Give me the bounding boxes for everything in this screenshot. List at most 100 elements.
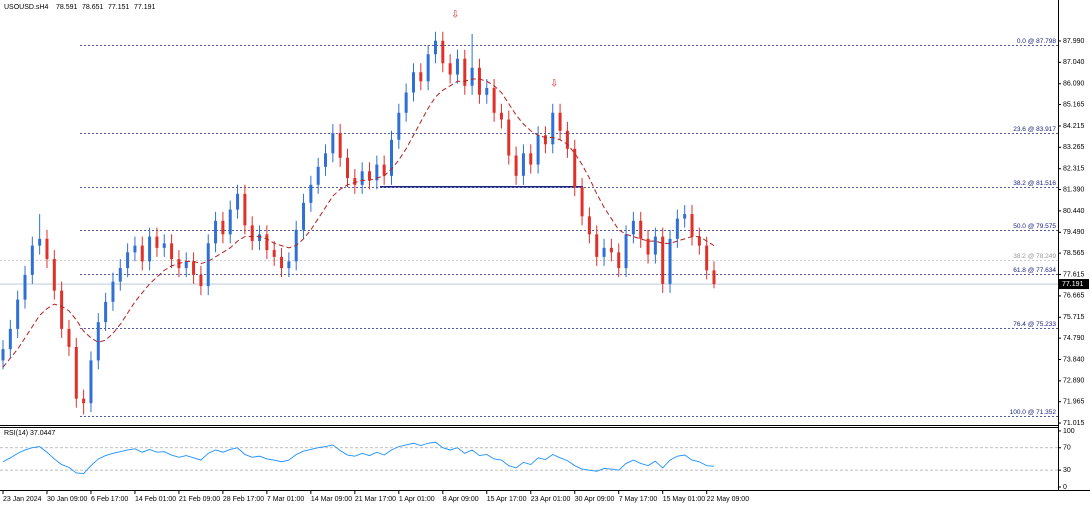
candle-body: [265, 234, 269, 251]
current-price-label: 77.191: [1062, 281, 1084, 288]
y-tick-label: 84.215: [1063, 123, 1085, 130]
candle-body: [389, 139, 393, 176]
candle-body: [89, 360, 93, 404]
candle-body: [712, 270, 716, 285]
x-tick-label: 30 Jan 09:00: [47, 496, 88, 503]
candle-body: [375, 164, 379, 181]
y-tick-label: 71.965: [1063, 399, 1085, 406]
candle-body: [52, 259, 56, 291]
candle-body: [250, 225, 254, 242]
candle-body: [214, 220, 218, 244]
candle-body: [543, 135, 547, 145]
candle-body: [668, 238, 672, 284]
candle-body: [419, 72, 423, 82]
candle-body: [280, 256, 284, 269]
moving-average: [2, 78, 715, 368]
x-tick-label: 22 May 09:00: [707, 496, 750, 503]
y-tick-label: 30: [1063, 467, 1071, 474]
candle-body: [1, 349, 5, 361]
y-tick-label: 78.565: [1063, 250, 1085, 257]
candle-body: [609, 247, 613, 253]
candle-body: [397, 112, 401, 140]
x-tick-label: 23 Jan 2024: [3, 496, 42, 503]
candle-body: [324, 153, 328, 167]
x-tick-label: 15 Apr 17:00: [487, 496, 527, 503]
candle-body: [192, 261, 196, 275]
fib-label: 38.2 @ 81.516: [1013, 180, 1056, 187]
x-tick-label: 6 Feb 17:00: [91, 496, 128, 503]
candle-body: [353, 178, 357, 185]
candle-body: [514, 155, 518, 176]
candle-body: [382, 164, 386, 176]
rsi-line: [2, 441, 715, 474]
candle-body: [111, 281, 115, 302]
header-open: 78.591: [56, 4, 78, 11]
candle-body: [170, 243, 174, 260]
peak-arrow: ⇩: [451, 10, 459, 21]
candle-body: [45, 238, 49, 260]
y-tick-label: 87.040: [1063, 59, 1085, 66]
candle-body: [162, 243, 166, 248]
symbol: USOUSD.sH4: [4, 4, 48, 11]
header-close: 77.191: [134, 4, 156, 11]
y-tick-label: 82.315: [1063, 166, 1085, 173]
x-tick-label: 15 May 01:00: [663, 496, 706, 503]
candle-body: [595, 234, 599, 257]
candle-body: [96, 322, 100, 361]
candle-body: [536, 135, 540, 165]
candle-body: [126, 252, 130, 269]
candle-body: [470, 67, 474, 86]
y-tick-label: 76.665: [1063, 293, 1085, 300]
candle-body: [565, 130, 569, 149]
y-tick-label: 85.165: [1063, 101, 1085, 108]
candle-body: [558, 112, 562, 131]
candle-body: [118, 268, 122, 282]
candle-body: [463, 58, 467, 86]
y-tick-label: 81.390: [1063, 186, 1085, 193]
x-tick-label: 21 Mar 17:00: [355, 496, 396, 503]
fib-label: 0.0 @ 87.798: [1017, 38, 1057, 45]
candle-body: [8, 328, 12, 350]
candle-body: [184, 261, 188, 269]
y-tick-label: 72.890: [1063, 378, 1085, 385]
candle-body: [697, 236, 701, 246]
y-tick-label: 73.840: [1063, 356, 1085, 363]
x-tick-label: 28 Feb 17:00: [223, 496, 264, 503]
candle-body: [653, 236, 657, 255]
candle-body: [455, 58, 459, 75]
header-low: 77.151: [108, 4, 130, 11]
candle-body: [346, 157, 350, 179]
fib-label-secondary: 38.2 @ 78.249: [1013, 253, 1056, 260]
candle-body: [573, 148, 577, 188]
candle-body: [243, 193, 247, 226]
candle-body: [104, 301, 108, 323]
y-tick-label: 74.790: [1063, 335, 1085, 342]
candle-body: [272, 250, 276, 257]
y-tick-label: 100: [1063, 428, 1075, 435]
candle-body: [74, 346, 78, 399]
candle-body: [287, 261, 291, 269]
candle-body: [477, 67, 481, 95]
candle-body: [499, 112, 503, 120]
candle-body: [199, 274, 203, 287]
y-tick-label: 80.440: [1063, 208, 1085, 215]
candle-body: [492, 88, 496, 113]
candle-body: [236, 193, 240, 210]
candle-body: [368, 171, 371, 181]
candle-body: [23, 274, 27, 300]
candle-body: [228, 209, 232, 235]
candle-body: [206, 243, 210, 287]
candle-body: [60, 290, 64, 329]
candle-body: [426, 54, 430, 82]
candle-body: [309, 184, 313, 203]
y-tick-label: 83.265: [1063, 144, 1085, 151]
rsi-title: RSI(14): [4, 430, 28, 437]
x-tick-label: 21 Feb 09:00: [179, 496, 220, 503]
peak-arrow: ⇩: [550, 79, 558, 90]
candle-body: [683, 214, 687, 219]
x-tick-label: 14 Mar 09:00: [311, 496, 352, 503]
x-tick-label: 7 May 17:00: [619, 496, 658, 503]
candle-body: [551, 112, 555, 145]
